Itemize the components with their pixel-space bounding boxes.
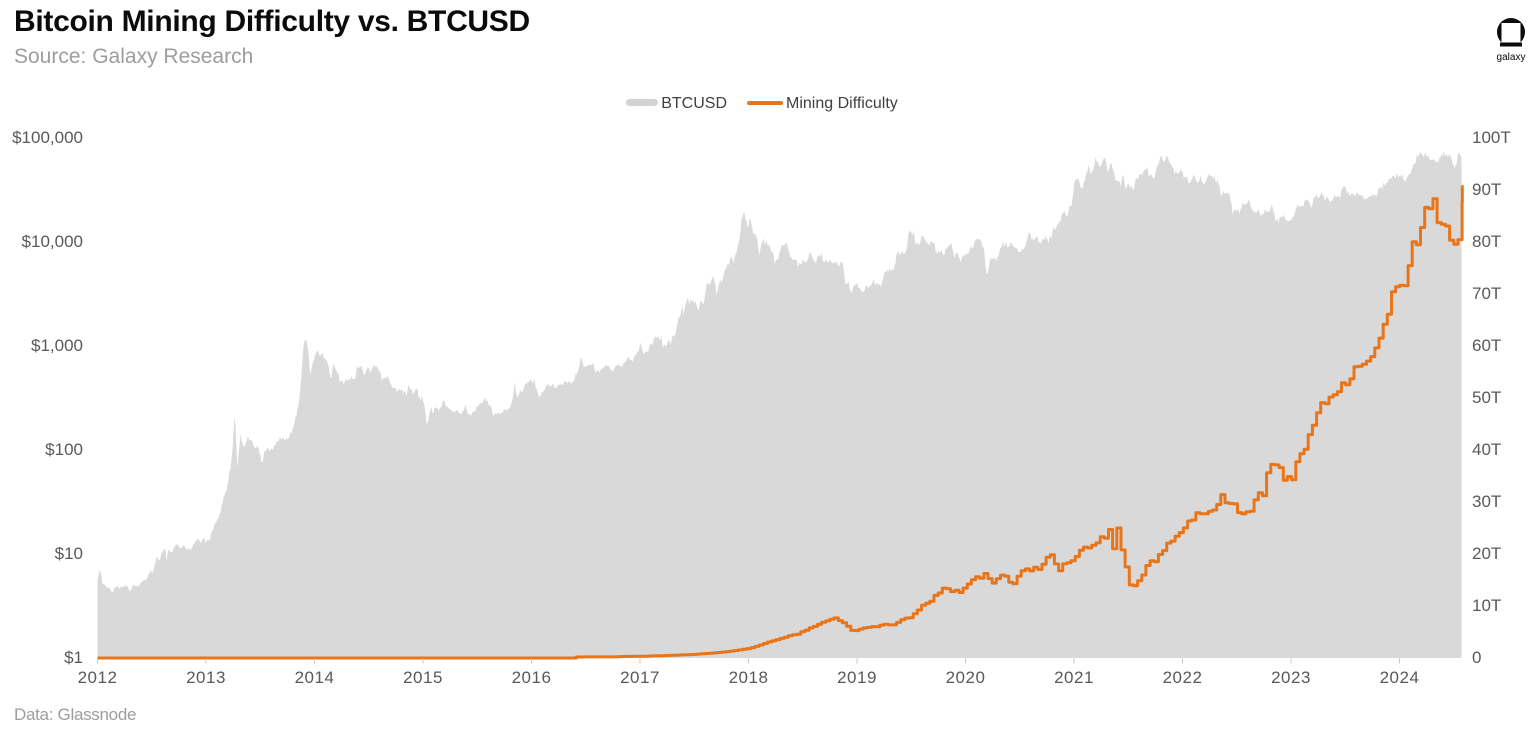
svg-text:2019: 2019 (837, 668, 877, 687)
svg-text:2023: 2023 (1271, 668, 1311, 687)
svg-text:2024: 2024 (1380, 668, 1420, 687)
svg-text:70T: 70T (1472, 284, 1501, 303)
svg-text:2021: 2021 (1054, 668, 1094, 687)
svg-text:2014: 2014 (295, 668, 335, 687)
svg-text:2015: 2015 (403, 668, 443, 687)
svg-text:20T: 20T (1472, 544, 1501, 563)
svg-text:2020: 2020 (946, 668, 986, 687)
svg-text:$1,000: $1,000 (31, 336, 83, 355)
svg-text:30T: 30T (1472, 492, 1501, 511)
svg-text:$10,000: $10,000 (22, 232, 83, 251)
svg-text:50T: 50T (1472, 388, 1501, 407)
svg-text:100T: 100T (1472, 128, 1511, 147)
svg-text:60T: 60T (1472, 336, 1501, 355)
svg-text:2022: 2022 (1163, 668, 1203, 687)
svg-text:2016: 2016 (512, 668, 552, 687)
svg-text:$10: $10 (55, 544, 83, 563)
svg-text:90T: 90T (1472, 180, 1501, 199)
svg-text:10T: 10T (1472, 596, 1501, 615)
svg-text:$100,000: $100,000 (12, 128, 83, 147)
svg-text:0: 0 (1472, 648, 1481, 667)
svg-text:40T: 40T (1472, 440, 1501, 459)
svg-text:2017: 2017 (620, 668, 660, 687)
svg-text:2013: 2013 (186, 668, 226, 687)
svg-text:galaxy: galaxy (1497, 52, 1526, 63)
svg-text:80T: 80T (1472, 232, 1501, 251)
svg-text:$1: $1 (64, 648, 83, 667)
svg-text:2018: 2018 (729, 668, 769, 687)
svg-text:$100: $100 (45, 440, 83, 459)
svg-text:2012: 2012 (78, 668, 118, 687)
